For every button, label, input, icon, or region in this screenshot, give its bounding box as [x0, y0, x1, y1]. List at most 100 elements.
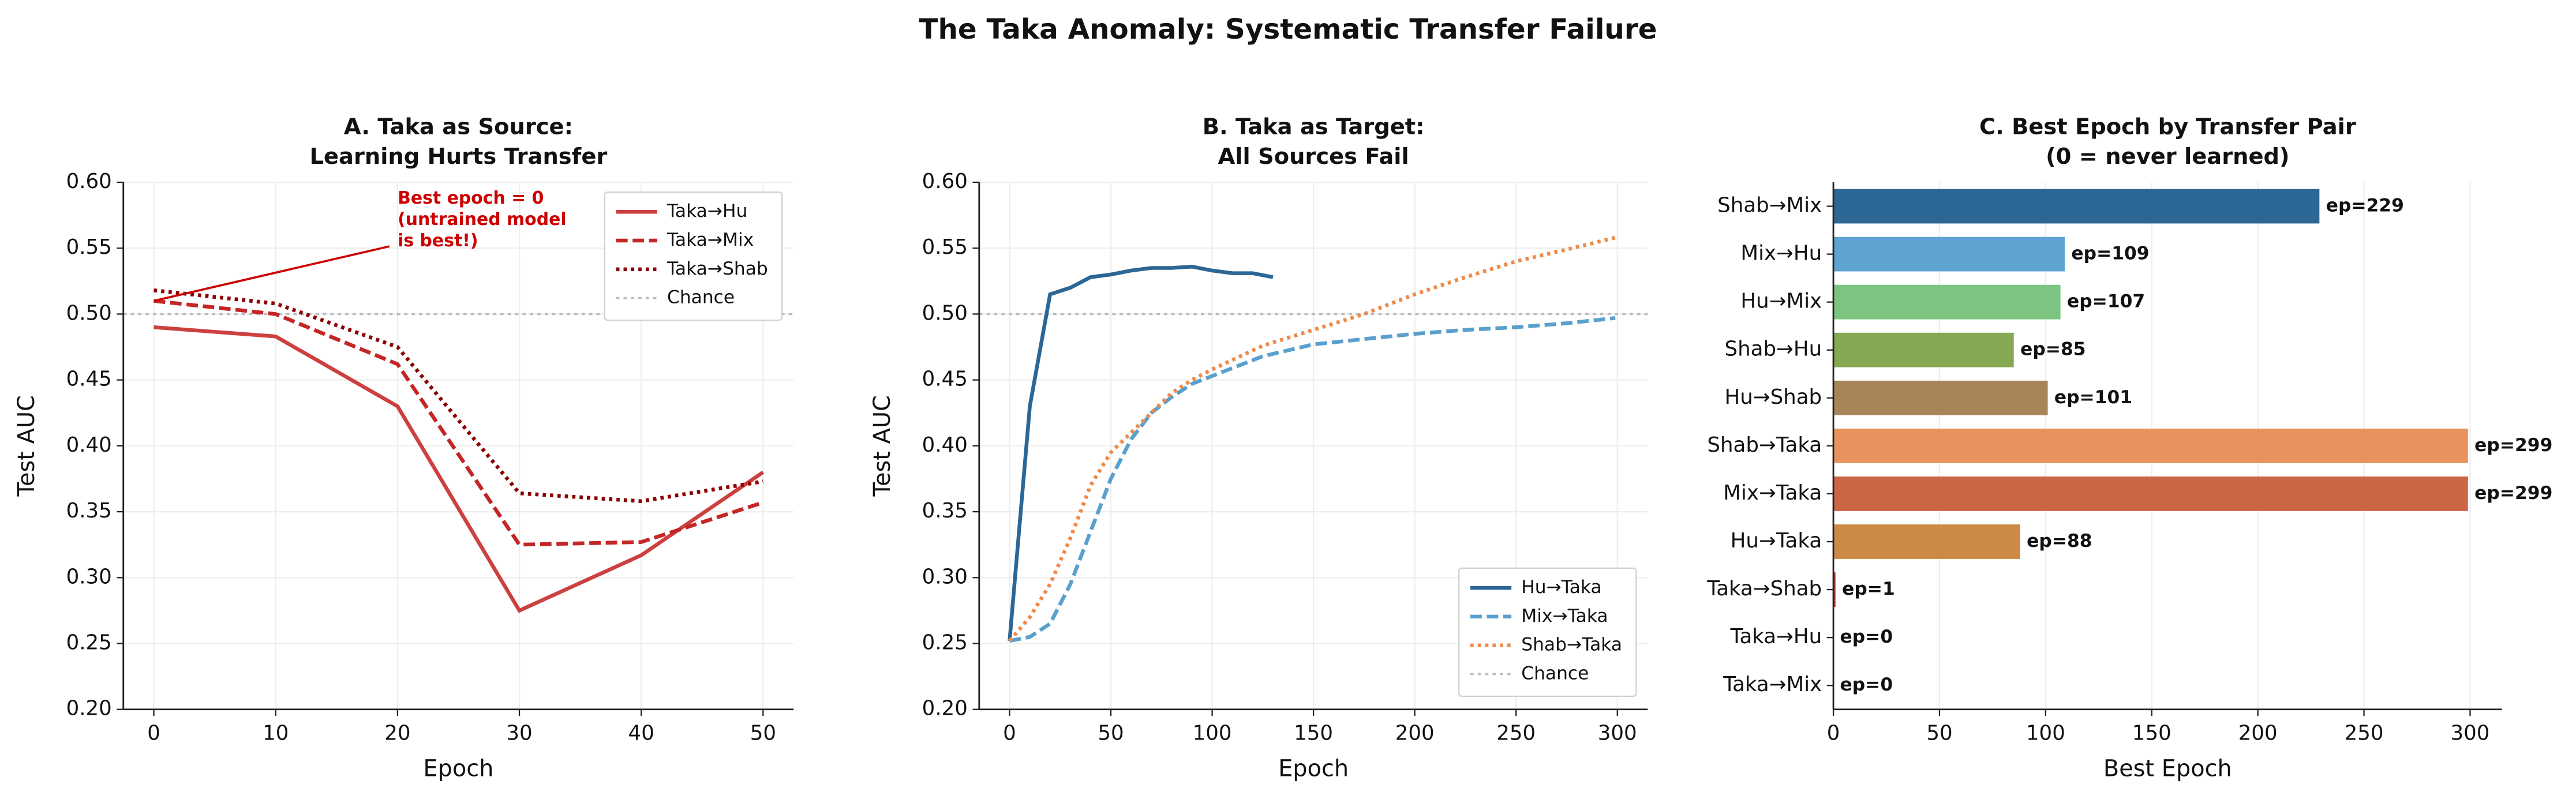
bar	[1833, 284, 2061, 320]
y-tick-label: Taka→Shab	[1706, 577, 1822, 601]
bar	[1833, 189, 2320, 224]
x-axis-label: Epoch	[1278, 756, 1349, 782]
y-tick-label: 0.60	[922, 170, 968, 193]
x-tick-label: 300	[1598, 721, 1637, 745]
legend-label: Chance	[667, 287, 735, 308]
y-tick-label: 0.25	[922, 631, 968, 655]
x-tick-label: 40	[628, 721, 654, 745]
x-tick-label: 30	[506, 721, 532, 745]
x-tick-label: 20	[384, 721, 410, 745]
y-axis-label: Test AUC	[869, 395, 896, 497]
x-tick-label: 50	[1926, 721, 1952, 745]
y-axis-label: Test AUC	[13, 395, 40, 497]
bar	[1833, 332, 2014, 367]
bar-value-label: ep=1	[1842, 579, 1895, 599]
x-tick-label: 10	[263, 721, 289, 745]
x-tick-label: 200	[2238, 721, 2278, 745]
y-tick-label: Hu→Taka	[1731, 529, 1822, 553]
annotation-text: Best epoch = 0	[398, 188, 544, 208]
x-tick-label: 50	[1098, 721, 1124, 745]
y-tick-label: Mix→Taka	[1723, 481, 1822, 505]
y-tick-label: 0.35	[66, 499, 112, 523]
y-tick-label: 0.55	[922, 235, 968, 259]
y-tick-label: 0.30	[66, 565, 112, 588]
x-tick-label: 0	[147, 721, 160, 745]
series-line	[1008, 235, 1616, 643]
x-tick-label: 150	[1294, 721, 1333, 745]
y-tick-label: Taka→Hu	[1730, 625, 1822, 648]
series-line	[153, 299, 764, 547]
y-tick-label: 0.25	[66, 631, 112, 655]
y-tick-label: Taka→Mix	[1723, 673, 1822, 696]
bar-value-label: ep=299	[2474, 435, 2552, 456]
bar-value-label: ep=85	[2020, 339, 2085, 360]
y-tick-label: 0.40	[922, 433, 968, 457]
bar-value-label: ep=0	[1840, 674, 1893, 695]
y-tick-label: 0.35	[922, 499, 968, 523]
y-tick-label: Shab→Mix	[1717, 194, 1822, 217]
x-tick-label: 300	[2451, 721, 2490, 745]
legend-label: Taka→Hu	[667, 201, 747, 222]
y-tick-label: 0.20	[922, 697, 968, 721]
bar	[1833, 380, 2048, 415]
x-tick-label: 50	[750, 721, 776, 745]
y-tick-label: Mix→Hu	[1740, 242, 1822, 265]
y-tick-label: 0.45	[66, 367, 112, 391]
bar-value-label: ep=229	[2326, 196, 2404, 216]
y-tick-label: 0.50	[922, 301, 968, 325]
bar-value-label: ep=88	[2027, 531, 2092, 551]
bar-value-label: ep=107	[2067, 291, 2145, 312]
x-tick-label: 0	[1003, 721, 1016, 745]
y-tick-label: 0.30	[922, 565, 968, 588]
bar	[1833, 572, 1836, 607]
series-line	[153, 288, 763, 504]
x-tick-label: 250	[2345, 721, 2384, 745]
legend-label: Chance	[1521, 663, 1589, 684]
bar	[1833, 237, 2065, 272]
figure-title: The Taka Anomaly: Systematic Transfer Fa…	[919, 13, 1657, 46]
y-tick-label: 0.55	[66, 235, 112, 259]
y-tick-label: 0.45	[922, 367, 968, 391]
series-line	[1008, 264, 1274, 641]
x-tick-label: 150	[2132, 721, 2171, 745]
legend-box	[604, 191, 783, 321]
y-tick-label: Hu→Shab	[1725, 385, 1822, 409]
bar	[1833, 476, 2468, 511]
bar	[1833, 428, 2468, 463]
x-tick-label: 0	[1827, 721, 1840, 745]
panel-title: A. Taka as Source:	[344, 114, 573, 140]
legend-label: Taka→Mix	[667, 230, 754, 250]
y-tick-label: 0.20	[66, 697, 112, 721]
x-tick-label: 100	[2026, 721, 2065, 745]
panel-title: B. Taka as Target:	[1203, 114, 1425, 140]
x-axis-label: Best Epoch	[2103, 756, 2232, 782]
y-tick-label: 0.50	[66, 301, 112, 325]
panel-title: (0 = never learned)	[2046, 144, 2289, 170]
series-line	[153, 325, 765, 613]
y-tick-label: Shab→Taka	[1707, 433, 1822, 457]
x-tick-label: 200	[1395, 721, 1435, 745]
x-tick-label: 100	[1193, 721, 1232, 745]
annotation-text: (untrained model	[398, 209, 566, 230]
bar-value-label: ep=0	[1840, 626, 1893, 647]
legend-box	[1458, 567, 1637, 697]
legend-label: Hu→Taka	[1521, 577, 1601, 598]
legend-label: Mix→Taka	[1521, 606, 1608, 626]
y-tick-label: 0.40	[66, 433, 112, 457]
bar-value-label: ep=299	[2474, 483, 2552, 504]
bar-value-label: ep=101	[2054, 387, 2132, 408]
panel-title: All Sources Fail	[1218, 144, 1409, 170]
x-tick-label: 250	[1496, 721, 1536, 745]
annotation-text: is best!)	[398, 231, 478, 251]
y-tick-label: 0.60	[66, 170, 112, 193]
legend-label: Taka→Shab	[667, 258, 768, 279]
x-axis-label: Epoch	[423, 756, 493, 782]
y-tick-label: Shab→Hu	[1725, 337, 1822, 361]
panel-title: Learning Hurts Transfer	[310, 144, 608, 170]
panel-title: C. Best Epoch by Transfer Pair	[1979, 114, 2356, 140]
y-tick-label: Hu→Mix	[1740, 290, 1822, 313]
bar	[1833, 524, 2020, 559]
